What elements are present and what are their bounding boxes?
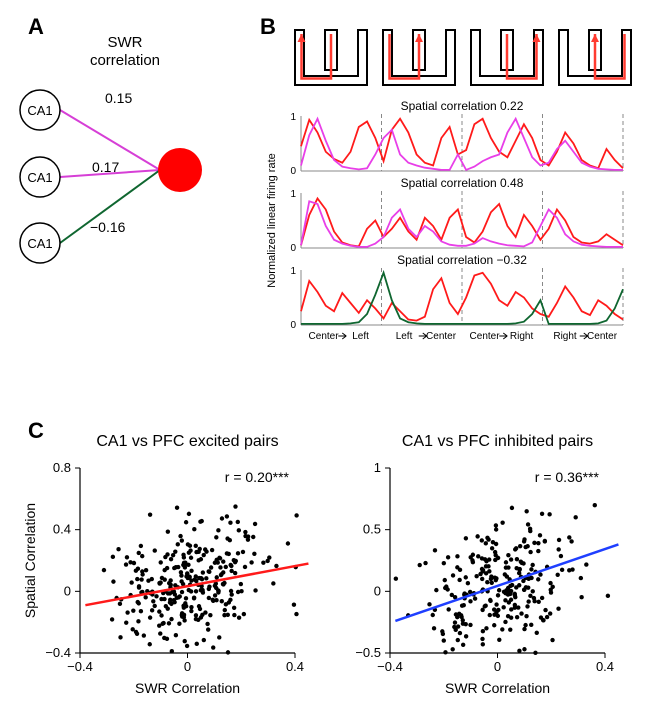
svg-text:Center: Center <box>309 331 340 342</box>
svg-text:−0.4: −0.4 <box>67 659 93 674</box>
svg-text:SWR Correlation: SWR Correlation <box>135 680 240 696</box>
svg-text:Spatial correlation 0.22: Spatial correlation 0.22 <box>401 99 524 113</box>
svg-text:Spatial Correlation: Spatial Correlation <box>22 503 38 618</box>
svg-text:SWR Correlation: SWR Correlation <box>445 680 550 696</box>
svg-text:0: 0 <box>64 583 71 598</box>
svg-text:−0.4: −0.4 <box>377 659 403 674</box>
svg-text:−0.5: −0.5 <box>355 645 381 660</box>
svg-text:Center: Center <box>426 331 457 342</box>
svg-text:1: 1 <box>290 189 296 200</box>
svg-text:correlation: correlation <box>90 52 160 69</box>
svg-text:CA1 vs PFC inhibited pairs: CA1 vs PFC inhibited pairs <box>402 433 593 450</box>
svg-text:CA1 vs PFC excited pairs: CA1 vs PFC excited pairs <box>96 433 278 450</box>
svg-text:0.4: 0.4 <box>53 522 71 537</box>
svg-text:Spatial correlation 0.48: Spatial correlation 0.48 <box>401 176 524 190</box>
svg-text:1: 1 <box>290 112 296 123</box>
svg-text:0.8: 0.8 <box>53 460 71 475</box>
svg-text:r = 0.20***: r = 0.20*** <box>225 469 290 485</box>
svg-text:Spatial correlation −0.32: Spatial correlation −0.32 <box>397 253 527 267</box>
svg-text:Left: Left <box>396 331 413 342</box>
svg-text:Normalized linear firing rate: Normalized linear firing rate <box>266 153 278 288</box>
svg-text:1: 1 <box>290 266 296 277</box>
svg-text:Center: Center <box>587 331 618 342</box>
svg-text:Right: Right <box>510 331 534 342</box>
panel-b-figure: Spatial correlation 0.22 1 0 Spatial correl… <box>255 18 640 368</box>
svg-text:1: 1 <box>374 460 381 475</box>
svg-text:0.4: 0.4 <box>286 659 304 674</box>
svg-text:CA1: CA1 <box>27 170 52 185</box>
svg-text:0: 0 <box>290 166 296 177</box>
svg-text:CA1: CA1 <box>27 103 52 118</box>
panel-c-figure: CA1 vs PFC excited pairs −0.4 0 0.4 −0.4 0 0.4… <box>5 418 645 708</box>
panel-a-diagram: SWRcorrelation 0.15 0.17 −0.16 CA1 CA1 CA1 <box>5 25 235 295</box>
svg-text:CA1: CA1 <box>27 236 52 251</box>
svg-text:−0.16: −0.16 <box>90 219 126 235</box>
svg-text:0: 0 <box>184 659 191 674</box>
svg-text:0.17: 0.17 <box>92 159 119 175</box>
svg-text:0.15: 0.15 <box>105 90 132 106</box>
svg-text:0: 0 <box>494 659 501 674</box>
svg-text:0: 0 <box>290 243 296 254</box>
svg-text:0.5: 0.5 <box>363 522 381 537</box>
svg-text:0: 0 <box>374 583 381 598</box>
svg-text:Left: Left <box>352 331 369 342</box>
svg-text:0.4: 0.4 <box>596 659 614 674</box>
svg-text:Right: Right <box>553 331 577 342</box>
svg-text:Center: Center <box>470 331 501 342</box>
svg-text:0: 0 <box>290 320 296 331</box>
svg-text:SWR: SWR <box>108 34 143 51</box>
svg-text:−0.4: −0.4 <box>45 645 71 660</box>
svg-text:r = 0.36***: r = 0.36*** <box>535 469 600 485</box>
